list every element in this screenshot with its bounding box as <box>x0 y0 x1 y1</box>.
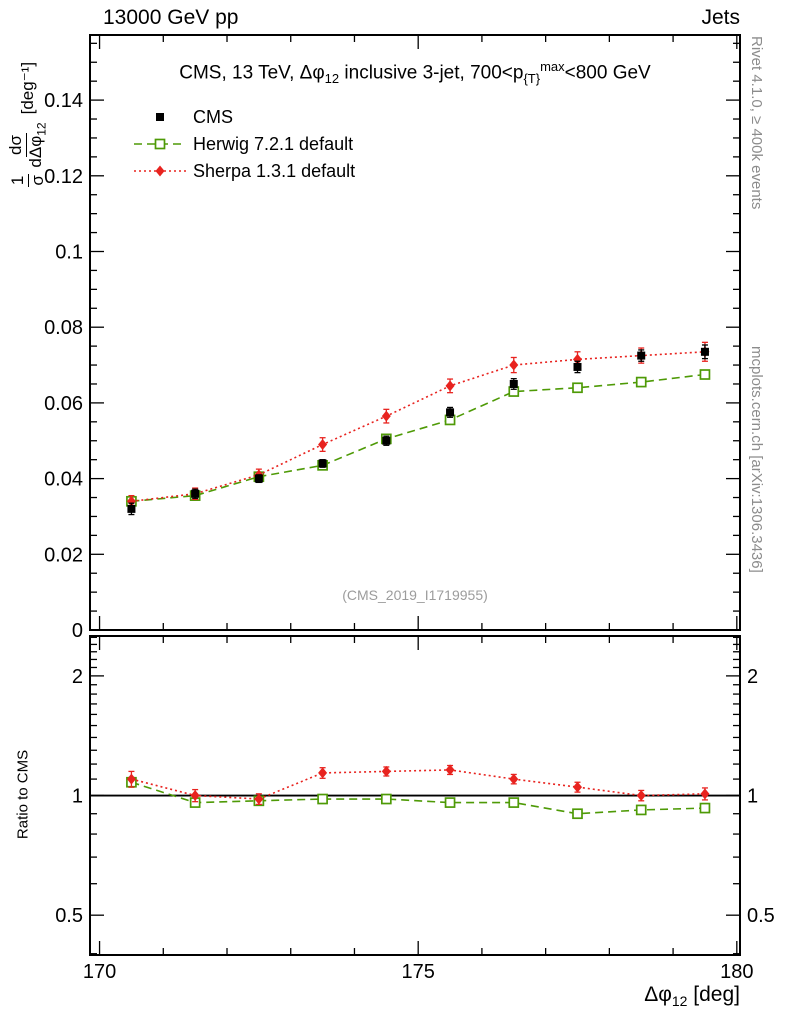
legend-label-sherpa: Sherpa 1.3.1 default <box>193 161 356 181</box>
axis-tick-labels: 170 175 180 0 0.02 0.04 0.06 0.08 0.1 0.12 0.14 0.5… <box>44 90 775 983</box>
tick-label: 1 <box>747 786 758 808</box>
y-axis-units: [deg⁻¹] <box>18 61 37 115</box>
tick-label: 0.12 <box>44 166 83 188</box>
mcplots-arxiv-sidetext: mcplots.cern.ch [arXiv:1306.3436] <box>748 346 765 573</box>
tick-label: 0.14 <box>44 90 83 112</box>
legend-markers <box>134 113 186 177</box>
header-beam-label: 13000 GeV pp <box>103 6 239 29</box>
main-series-0 <box>127 344 709 516</box>
tick-label: 2 <box>72 666 83 688</box>
ratio-series-1 <box>126 764 710 806</box>
tick-label: 1 <box>72 786 83 808</box>
tick-label: 0.04 <box>44 469 83 491</box>
legend-label-cms: CMS <box>193 107 233 127</box>
header-analysis-label: Jets <box>701 6 740 29</box>
tick-label: 0.5 <box>55 905 83 927</box>
tick-label: 0.02 <box>44 544 83 566</box>
tick-label: 0.1 <box>55 242 83 264</box>
tick-label: 0 <box>72 620 83 642</box>
ratio-y-axis-label: Ratio to CMS <box>14 749 32 840</box>
tick-label: 0.5 <box>747 905 775 927</box>
fraction-dsigma-dphi: dσ dΔφ12 <box>6 122 49 168</box>
tick-label: 170 <box>83 961 116 983</box>
tick-label: 175 <box>401 961 434 983</box>
tick-label: 2 <box>747 666 758 688</box>
plot-title: CMS, 13 TeV, Δφ12 inclusive 3-jet, 700<p… <box>179 59 651 87</box>
main-frame <box>89 34 741 631</box>
rivet-version-sidetext: Rivet 4.1.0, ≥ 400k events <box>748 36 765 210</box>
main-series-1 <box>126 369 711 507</box>
legend-label-herwig: Herwig 7.2.1 default <box>193 134 354 154</box>
tick-label: 0.08 <box>44 317 83 339</box>
tick-label: 0.06 <box>44 393 83 415</box>
x-axis-title: Δφ12 [deg] <box>644 983 740 1010</box>
main-series-2 <box>126 341 710 508</box>
ratio-series-0 <box>126 776 711 820</box>
tick-label: 180 <box>720 961 753 983</box>
analysis-id-watermark: (CMS_2019_I1719955) <box>342 587 488 603</box>
